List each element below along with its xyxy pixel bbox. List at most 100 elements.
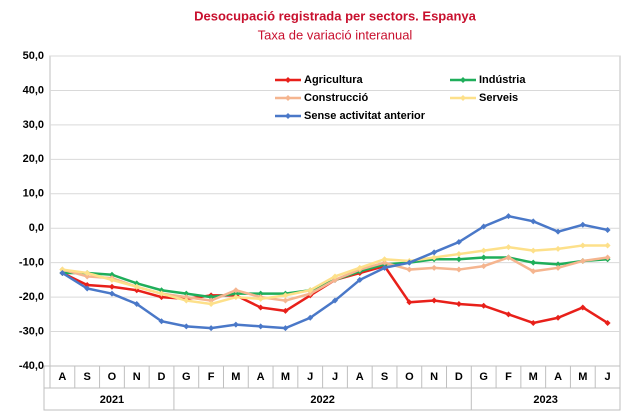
point <box>579 257 586 264</box>
point <box>59 266 66 273</box>
legend-marker <box>460 77 466 83</box>
x-tick-label: J <box>605 371 611 383</box>
year-label: 2023 <box>533 394 557 406</box>
point <box>555 245 562 252</box>
x-tick-label: S <box>84 371 91 383</box>
point <box>455 239 462 245</box>
point <box>257 295 264 302</box>
point <box>505 244 512 251</box>
y-tick-label: 40,0 <box>23 84 44 96</box>
point <box>579 304 586 311</box>
x-tick-label: M <box>529 371 538 383</box>
point <box>431 264 438 271</box>
y-tick-label: 20,0 <box>23 153 44 165</box>
point <box>232 294 239 301</box>
y-tick-label: -10,0 <box>19 257 44 269</box>
y-tick-label: -20,0 <box>19 291 44 303</box>
point <box>307 290 314 297</box>
point <box>604 319 611 326</box>
x-tick-label: J <box>307 371 313 383</box>
point <box>108 290 115 297</box>
x-tick-label: A <box>257 371 265 383</box>
point <box>108 276 115 283</box>
point <box>530 319 537 326</box>
point <box>406 266 413 273</box>
point <box>406 259 413 266</box>
legend-label: Sense activitat anterior <box>304 110 426 122</box>
point <box>257 304 264 311</box>
point <box>282 325 289 332</box>
x-tick-label: J <box>332 371 338 383</box>
x-tick-label: N <box>133 371 141 383</box>
x-tick-label: A <box>356 371 364 383</box>
point <box>604 226 611 233</box>
point <box>480 247 487 254</box>
point <box>455 301 462 307</box>
point <box>208 325 215 332</box>
y-tick-label: 0,0 <box>29 222 44 234</box>
point <box>133 301 140 307</box>
point <box>530 247 537 254</box>
year-label: 2022 <box>310 394 334 406</box>
point <box>158 318 165 325</box>
point <box>530 259 537 266</box>
point <box>579 221 586 228</box>
x-tick-label: G <box>479 371 488 383</box>
y-tick-label: 30,0 <box>23 119 44 131</box>
point <box>505 311 512 318</box>
point <box>84 270 91 276</box>
point <box>307 314 314 321</box>
legend-marker <box>285 113 291 119</box>
x-tick-label: F <box>208 371 215 383</box>
legend-label: Construcció <box>304 92 368 104</box>
point <box>604 254 611 261</box>
point <box>183 290 190 297</box>
point <box>158 290 165 297</box>
point <box>282 307 289 314</box>
point <box>356 264 363 271</box>
point <box>108 283 115 290</box>
legend-marker <box>285 77 291 83</box>
point <box>505 213 512 220</box>
legend-marker <box>460 95 466 101</box>
point <box>455 256 462 263</box>
point <box>530 218 537 225</box>
x-tick-label: D <box>158 371 166 383</box>
chart-subtitle: Taxa de variació interanual <box>258 27 413 42</box>
point <box>282 292 289 299</box>
legend-marker <box>285 95 291 101</box>
point <box>381 256 388 263</box>
x-tick-label: G <box>182 371 191 383</box>
point <box>455 266 462 273</box>
point <box>455 251 462 258</box>
point <box>257 323 264 330</box>
x-tick-label: A <box>58 371 66 383</box>
y-tick-label: -40,0 <box>19 360 44 372</box>
point <box>381 259 388 266</box>
point <box>108 271 115 278</box>
point <box>133 280 140 287</box>
x-tick-label: D <box>455 371 463 383</box>
chart-title: Desocupació registrada per sectors. Espa… <box>194 8 477 23</box>
x-tick-label: M <box>281 371 290 383</box>
point <box>604 242 611 249</box>
x-tick-label: M <box>231 371 240 383</box>
point <box>480 254 487 261</box>
point <box>158 294 165 301</box>
point <box>84 285 91 292</box>
point <box>555 264 562 271</box>
series-line <box>61 214 608 330</box>
point <box>158 287 165 294</box>
point <box>431 254 438 261</box>
point <box>282 297 289 304</box>
point <box>480 302 487 309</box>
point <box>555 314 562 321</box>
point <box>59 270 66 276</box>
point <box>257 290 264 297</box>
point <box>84 273 91 280</box>
point <box>183 294 190 301</box>
point <box>530 268 537 275</box>
point <box>579 242 586 249</box>
point <box>183 297 190 304</box>
